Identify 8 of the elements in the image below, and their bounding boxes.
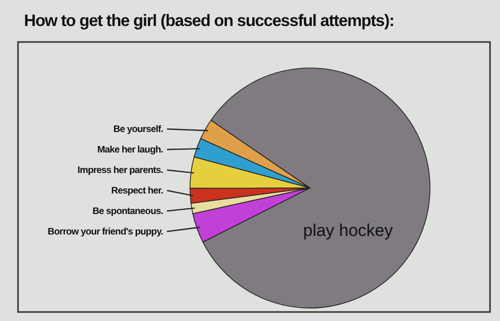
slice-label: Borrow your friend's puppy. <box>48 226 163 238</box>
slice-label: Respect her. <box>111 186 163 196</box>
slice-label: Impress her parents. <box>78 165 163 176</box>
chart-title: How to get the girl (based on successful attempts): <box>24 12 394 30</box>
slice-label: Be yourself. <box>113 124 163 135</box>
slice-label: play hockey <box>303 221 394 240</box>
slice-label: Make her laugh. <box>97 144 163 156</box>
slice-label: Be spontaneous. <box>92 206 163 217</box>
